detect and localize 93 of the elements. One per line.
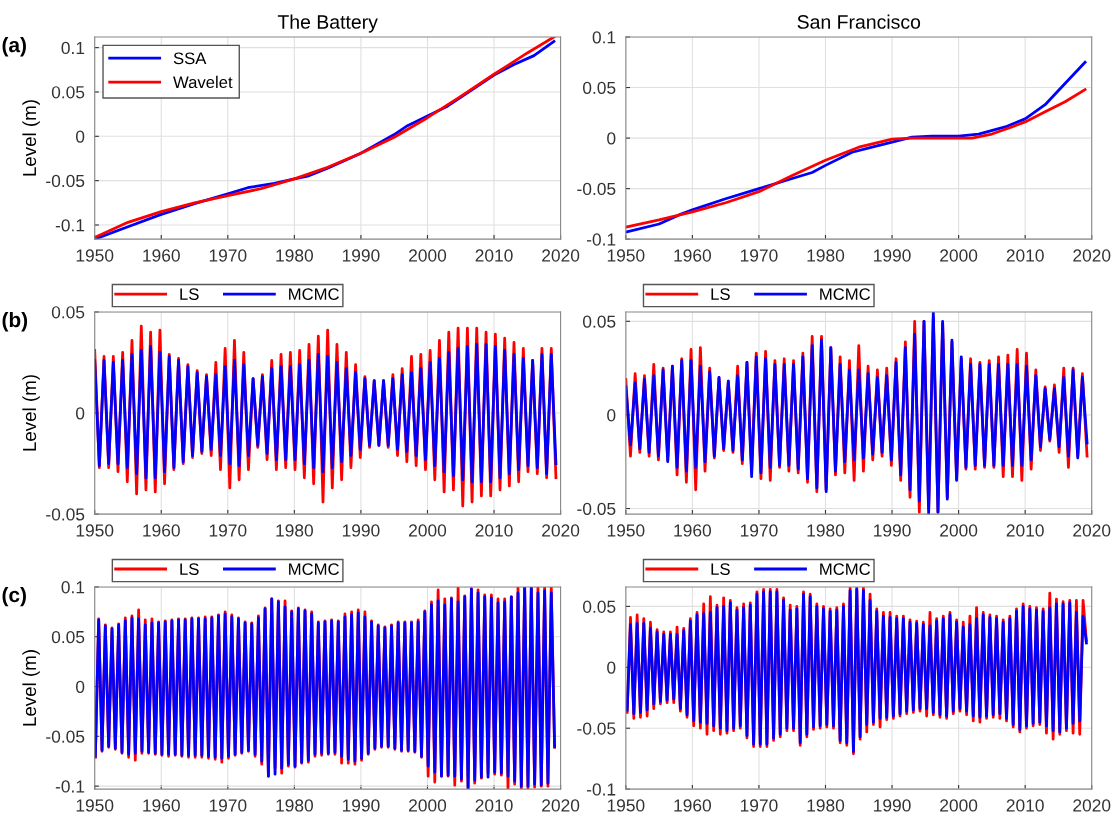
x-tick-label: 1990 <box>874 799 911 812</box>
x-tick-label: 1980 <box>807 799 845 812</box>
y-tick-label: 0 <box>75 680 85 693</box>
y-axis-title: Level (m) <box>22 100 40 176</box>
y-tick-label: 0.1 <box>61 581 85 594</box>
legend-label: MCMC <box>289 288 339 301</box>
x-tick-label: 1970 <box>740 249 778 262</box>
x-tick-label: 1980 <box>276 799 313 812</box>
x-tick-label: 1960 <box>143 524 180 537</box>
x-tick-label: 1950 <box>76 524 114 537</box>
x-tick-label: 1950 <box>607 524 645 537</box>
x-tick-label: 2010 <box>1006 249 1044 262</box>
x-tick-label: 2020 <box>542 799 580 812</box>
legend-label: MCMC <box>289 563 339 576</box>
x-tick-label: 1990 <box>342 249 380 262</box>
x-tick-label: 1980 <box>807 249 845 262</box>
legend-label: SSA <box>173 52 207 65</box>
x-tick-label: 1960 <box>143 799 180 812</box>
x-tick-label: 1950 <box>607 799 645 812</box>
x-tick-label: 2020 <box>1073 524 1111 537</box>
legend-label: MCMC <box>820 288 871 301</box>
text: (b) <box>2 311 28 332</box>
legend-label: LS <box>711 563 730 576</box>
y-tick-label: 0.05 <box>51 630 85 644</box>
y-tick-label: 0.1 <box>592 31 616 44</box>
y-tick-label: 0.05 <box>582 600 616 613</box>
y-tick-label: 0.05 <box>582 315 616 328</box>
y-tick-label: -0.05 <box>577 722 616 735</box>
y-tick-label: 0 <box>607 661 616 674</box>
y-tick-label: -0.1 <box>586 783 616 796</box>
legend-label: Wavelet <box>173 75 233 89</box>
y-tick-label: -0.05 <box>46 508 85 521</box>
y-tick-label: -0.1 <box>586 233 616 246</box>
y-tick-label: 0 <box>75 407 85 420</box>
x-tick-label: 2000 <box>940 799 978 812</box>
y-tick-label: 0.05 <box>51 306 85 319</box>
y-axis-title: Level (m) <box>22 650 40 726</box>
legend-label: MCMC <box>820 563 871 576</box>
x-tick-label: 2000 <box>940 524 978 537</box>
x-tick-label: 2020 <box>542 249 580 262</box>
x-tick-label: 2010 <box>1006 524 1044 537</box>
x-tick-label: 1980 <box>807 524 845 537</box>
x-tick-label: 1990 <box>342 524 380 537</box>
x-tick-label: 2020 <box>542 524 580 537</box>
chart-title: San Francisco <box>797 14 921 29</box>
x-tick-label: 1950 <box>76 249 114 262</box>
x-tick-label: 2000 <box>409 249 447 262</box>
line-series <box>94 342 558 484</box>
y-tick-label: 0.05 <box>51 86 85 99</box>
legend-label: LS <box>711 288 730 301</box>
x-tick-label: 1970 <box>209 524 247 537</box>
chart-title: The Battery <box>277 14 378 33</box>
x-tick-label: 1970 <box>209 799 247 812</box>
legend-label: LS <box>180 288 199 301</box>
x-tick-label: 2000 <box>940 249 978 262</box>
x-tick-label: 1950 <box>76 799 114 812</box>
y-axis-title: Level (m) <box>22 375 40 451</box>
x-tick-label: 1970 <box>740 799 778 812</box>
y-tick-label: -0.05 <box>46 174 85 188</box>
x-tick-label: 1950 <box>607 249 645 262</box>
x-tick-label: 2010 <box>475 799 513 812</box>
x-tick-label: 1960 <box>143 249 180 262</box>
x-tick-label: 1960 <box>674 524 712 537</box>
x-tick-label: 1970 <box>740 524 778 537</box>
y-tick-label: -0.05 <box>577 182 616 196</box>
line-series <box>625 88 1087 229</box>
x-tick-label: 1970 <box>209 249 247 262</box>
y-tick-label: 0.05 <box>582 81 616 94</box>
x-tick-label: 1960 <box>674 249 712 262</box>
x-tick-label: 1990 <box>874 249 911 262</box>
x-tick-label: 2020 <box>1073 249 1111 262</box>
x-tick-label: 1960 <box>674 799 712 812</box>
legend-label: LS <box>180 563 199 576</box>
x-tick-label: 2000 <box>409 799 447 812</box>
y-tick-label: 0.1 <box>61 41 85 55</box>
x-tick-label: 1980 <box>276 249 313 262</box>
x-tick-label: 2000 <box>409 524 447 537</box>
x-tick-label: 1990 <box>342 799 380 812</box>
x-tick-label: 1990 <box>874 524 911 537</box>
x-tick-label: 2010 <box>475 249 513 262</box>
y-tick-label: 0 <box>75 130 85 143</box>
y-tick-label: -0.1 <box>55 219 85 232</box>
x-tick-label: 1980 <box>276 524 313 537</box>
y-tick-label: -0.05 <box>46 730 85 743</box>
x-tick-label: 2020 <box>1073 799 1111 812</box>
text: (c) <box>2 586 26 607</box>
x-tick-label: 2010 <box>475 524 513 537</box>
x-tick-label: 2010 <box>1006 799 1044 812</box>
text: (a) <box>2 36 26 57</box>
y-tick-label: 0 <box>607 132 616 145</box>
y-tick-label: -0.1 <box>55 780 85 793</box>
y-tick-label: 0 <box>607 409 616 422</box>
y-tick-label: -0.05 <box>577 502 616 515</box>
